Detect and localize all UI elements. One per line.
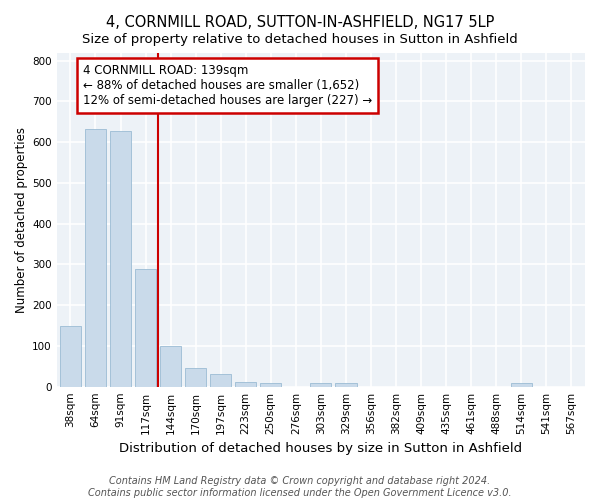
Bar	[110, 130, 131, 386]
Text: 4 CORNMILL ROAD: 139sqm
← 88% of detached houses are smaller (1,652)
12% of semi: 4 CORNMILL ROAD: 139sqm ← 88% of detache…	[83, 64, 373, 107]
Text: Contains HM Land Registry data © Crown copyright and database right 2024.
Contai: Contains HM Land Registry data © Crown c…	[88, 476, 512, 498]
Y-axis label: Number of detached properties: Number of detached properties	[15, 126, 28, 312]
Bar	[310, 384, 331, 386]
Text: Size of property relative to detached houses in Sutton in Ashfield: Size of property relative to detached ho…	[82, 32, 518, 46]
Bar	[210, 374, 232, 386]
Bar	[135, 270, 156, 386]
X-axis label: Distribution of detached houses by size in Sutton in Ashfield: Distribution of detached houses by size …	[119, 442, 523, 455]
Bar	[185, 368, 206, 386]
Bar	[85, 128, 106, 386]
Bar	[60, 326, 81, 386]
Bar	[260, 384, 281, 386]
Text: 4, CORNMILL ROAD, SUTTON-IN-ASHFIELD, NG17 5LP: 4, CORNMILL ROAD, SUTTON-IN-ASHFIELD, NG…	[106, 15, 494, 30]
Bar	[335, 384, 356, 386]
Bar	[511, 384, 532, 386]
Bar	[160, 346, 181, 387]
Bar	[235, 382, 256, 386]
